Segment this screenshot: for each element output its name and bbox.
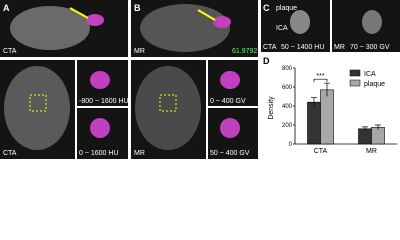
x-tick-label: MR (366, 148, 377, 155)
roi (159, 94, 177, 112)
modality: CTA (3, 150, 17, 157)
y-tick-label: 200 (282, 123, 293, 129)
overlay (220, 71, 240, 89)
bar (358, 128, 372, 145)
bar (371, 127, 385, 145)
legend-swatch (349, 69, 361, 77)
error-bar (324, 82, 330, 97)
y-tick-label: 0 (289, 142, 293, 148)
panel-label: C (263, 3, 270, 13)
window: 70 ~ 300 GV (350, 44, 390, 51)
arrow (69, 7, 89, 19)
error-bar (311, 97, 317, 107)
modality: CTA (263, 44, 277, 51)
modality: CTA (3, 48, 17, 55)
panel-label: A (3, 3, 10, 13)
figure: A CTA CTA -800 ~ 1600 HU 0 ~ 1600 HU B M… (0, 0, 400, 159)
window: 0 ~ 400 GV (210, 98, 246, 105)
y-tick-label: 600 (282, 85, 293, 91)
window: -800 ~ 1600 HU (79, 98, 129, 105)
window: 50 ~ 400 GV (210, 150, 250, 157)
bar (307, 101, 321, 145)
overlay (90, 71, 110, 89)
legend-label: ICA (364, 71, 376, 78)
anatomy (4, 66, 70, 150)
anatomy (140, 4, 230, 52)
significance: *** (316, 73, 324, 80)
overlay (213, 16, 231, 28)
overlay (220, 118, 240, 138)
y-axis-label: Density (268, 96, 275, 120)
window: 0 ~ 1600 HU (79, 150, 119, 157)
chart: D Density 0 200 400 600 800 CTA MR *** ICA plaque (263, 56, 397, 155)
legend-label: plaque (364, 81, 385, 88)
modality: MR (134, 150, 145, 157)
annotation: ICA (276, 25, 288, 32)
bar (320, 89, 334, 145)
overlay (90, 118, 110, 138)
panel-label: B (134, 3, 141, 13)
anatomy (10, 6, 90, 50)
page: {"panels":{ "A":{"label":"A","top_modali… (0, 0, 400, 159)
panel-label: D (263, 56, 270, 66)
arrow (197, 9, 216, 21)
overlay (86, 14, 104, 26)
error-bar (375, 124, 381, 130)
error-bar (362, 126, 368, 131)
anatomy (362, 10, 382, 34)
modality: MR (334, 44, 345, 51)
roi (29, 94, 47, 112)
y-tick-label: 800 (282, 66, 293, 72)
anatomy (290, 10, 310, 34)
number: 61.9792 (232, 48, 257, 55)
annotation: plaque (276, 5, 297, 12)
modality: MR (134, 48, 145, 55)
y-tick-label: 400 (282, 104, 293, 110)
legend-swatch (349, 79, 361, 87)
anatomy (135, 66, 201, 150)
significance-bracket (313, 78, 328, 83)
window: 50 ~ 1400 HU (281, 44, 324, 51)
x-tick-label: CTA (314, 148, 328, 155)
